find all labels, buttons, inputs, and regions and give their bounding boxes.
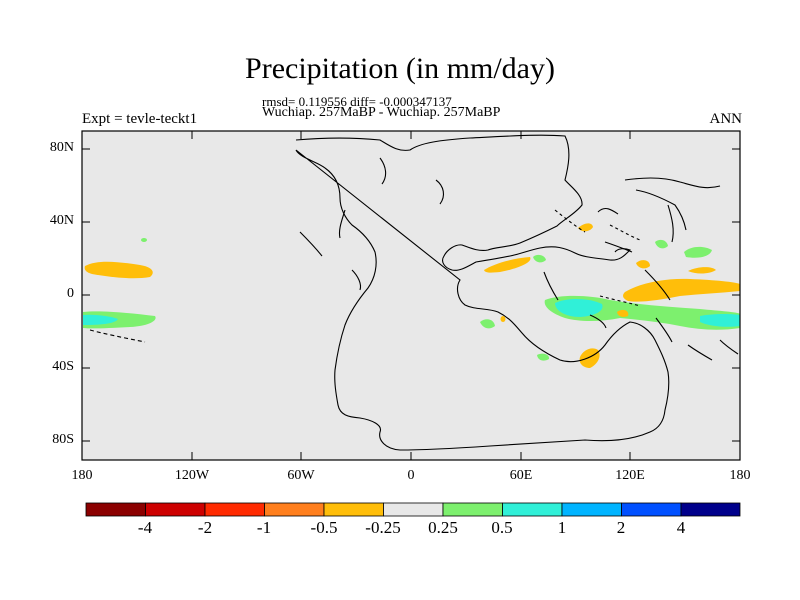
colorbar-label-9: 2 <box>616 518 626 537</box>
lat-label-80s: 80S <box>52 432 74 447</box>
colorbar-bin-2 <box>145 502 206 517</box>
anomaly-east-core <box>700 314 740 327</box>
anomaly-orange-mid <box>617 309 629 317</box>
colorbar-bin-11 <box>680 502 741 517</box>
stats-line: rmsd= 0.119556 diff= -0.000347137 <box>262 94 452 109</box>
lat-label-40s: 40S <box>52 359 74 374</box>
colorbar-label-8: 1 <box>557 518 567 537</box>
anomaly-tethys-west-2 <box>578 223 593 232</box>
colorbar-label-5: -0.25 <box>365 518 401 537</box>
anomaly-tethys-band-core <box>555 298 603 317</box>
colorbar-label-6: 0.25 <box>428 518 458 537</box>
anomaly-central-pacific-south-core <box>83 314 118 325</box>
anomaly-tethys-west <box>484 257 531 273</box>
colorbar-bin-9 <box>561 502 622 517</box>
colorbar-bin-5 <box>323 502 384 517</box>
colorbar-bin-3 <box>204 502 265 517</box>
colorbar-label-10: 4 <box>676 518 686 537</box>
anomaly-orange-dot <box>500 316 506 322</box>
lon-label-60w: 60W <box>287 468 315 483</box>
season-label: ANN <box>709 111 743 127</box>
colorbar-bin-8 <box>502 502 563 517</box>
colorbar-bin-10 <box>621 502 682 517</box>
pangaea-coastline <box>295 134 670 451</box>
anomaly-orange-se <box>579 348 600 368</box>
colorbar-label-1: -4 <box>137 518 153 537</box>
colorbar-label-7: 0.5 <box>491 518 513 537</box>
anomaly-layer <box>83 223 740 368</box>
lon-label-60e: 60E <box>509 468 533 483</box>
colorbar-bin-6 <box>383 502 444 517</box>
colorbar-bin-7 <box>442 502 503 517</box>
anomaly-green-1 <box>533 254 546 263</box>
lat-label-0: 0 <box>67 286 74 301</box>
colorbar-bin-4 <box>264 502 325 517</box>
plot-title: Precipitation (in mm/day) <box>245 52 555 85</box>
anomaly-green-east <box>684 246 712 258</box>
colorbar-label-4: -0.5 <box>310 518 338 537</box>
lon-label-180w: 180 <box>71 468 93 483</box>
anomaly-green-3 <box>537 353 550 361</box>
colorbar <box>85 502 741 517</box>
anomaly-green-2 <box>480 319 495 329</box>
lat-label-40n: 40N <box>49 213 74 228</box>
anomaly-central-pacific-north <box>84 261 153 279</box>
anomaly-green-east-2 <box>655 239 668 249</box>
lon-label-120e: 120E <box>615 468 645 483</box>
anomaly-orange-east-3 <box>636 260 650 269</box>
colorbar-label-2: -2 <box>197 518 213 537</box>
lon-label-120w: 120W <box>174 468 210 483</box>
lon-label-0: 0 <box>407 468 415 483</box>
anomaly-tethys-east <box>623 278 740 302</box>
colorbar-label-3: -1 <box>256 518 272 537</box>
anomaly-pacific-dot <box>141 238 147 242</box>
experiment-label: Expt = tevle-teckt1 <box>82 111 198 127</box>
plot-subtitle: Wuchiap. 257MaBP - Wuchiap. 257MaBP <box>262 105 501 120</box>
lat-label-80n: 80N <box>49 140 74 155</box>
axis-ticks <box>82 131 740 460</box>
coastlines <box>89 134 739 451</box>
colorbar-bin-1 <box>85 502 146 517</box>
anomaly-orange-east-2 <box>688 267 716 274</box>
lon-label-180e: 180 <box>729 468 751 483</box>
